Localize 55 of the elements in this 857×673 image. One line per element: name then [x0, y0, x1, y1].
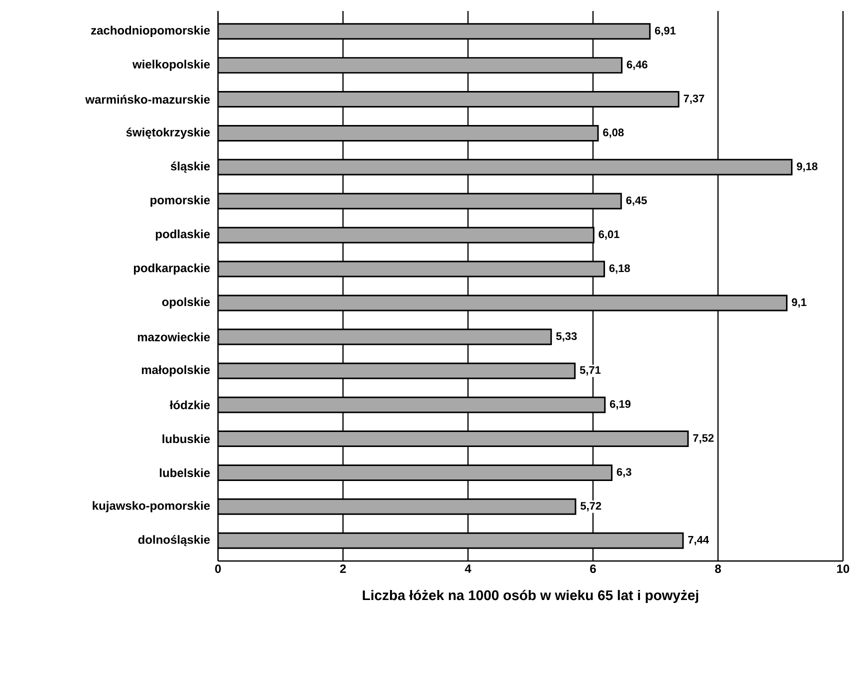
- data-label: 9,18: [796, 162, 818, 172]
- data-label: 6,08: [603, 128, 624, 138]
- x-tick-label: 6: [590, 564, 596, 573]
- y-tick-label: małopolskie: [142, 365, 210, 376]
- x-tick-label: 4: [464, 564, 472, 573]
- y-tick-label: mazowieckie: [138, 332, 210, 342]
- data-label: 6,45: [626, 196, 647, 206]
- data-label: 6,3: [616, 468, 632, 478]
- bar: [218, 396, 606, 414]
- x-tick-label: 10: [837, 564, 850, 573]
- bar: [218, 362, 576, 380]
- data-label: 6,18: [609, 264, 630, 274]
- bar: [218, 532, 684, 549]
- bar: [218, 23, 651, 40]
- bar: [218, 498, 576, 515]
- data-label: 9,1: [792, 298, 806, 308]
- y-tick-label: podkarpackie: [134, 263, 210, 275]
- y-tick-label: łódzkie: [170, 400, 210, 410]
- data-label: 7,44: [688, 536, 709, 546]
- data-label: 5,33: [556, 332, 577, 342]
- data-label: 6,01: [598, 230, 620, 240]
- data-label: 5,71: [580, 366, 601, 376]
- bar: [218, 158, 793, 176]
- x-tick-label: 2: [340, 564, 346, 573]
- y-tick-label: śląskie: [170, 162, 210, 173]
- y-tick-label: opolskie: [162, 297, 210, 309]
- x-tick-label: 0: [215, 564, 221, 573]
- x-axis-title: Liczba łóżek na 1000 osób w wieku 65 lat i powyżej: [362, 590, 698, 603]
- bar: [218, 57, 623, 74]
- bar: [218, 226, 594, 244]
- bar: [218, 430, 689, 448]
- data-label: 6,46: [626, 60, 648, 70]
- y-tick-label: kujawsko-pomorskie: [92, 501, 210, 512]
- data-label: 5,72: [580, 502, 602, 512]
- bar: [218, 260, 606, 278]
- bar: [218, 124, 599, 142]
- x-tick-label: 8: [715, 564, 721, 573]
- bar: [218, 192, 622, 210]
- y-tick-label: zachodniopomorskie: [91, 26, 210, 37]
- y-tick-label: podlaskie: [156, 230, 210, 241]
- data-label: 7,37: [684, 94, 704, 104]
- data-label: 7,52: [693, 434, 714, 444]
- bar: [218, 91, 680, 108]
- bar: [218, 294, 788, 312]
- data-label: 6,91: [654, 26, 676, 36]
- y-tick-label: dolnośląskie: [138, 535, 210, 546]
- bar: [218, 464, 613, 481]
- y-tick-label: lubuskie: [162, 434, 210, 444]
- y-tick-label: świętokrzyskie: [126, 128, 210, 139]
- y-tick-label: wielkopolskie: [132, 60, 210, 71]
- y-tick-label: warmińsko-mazurskie: [85, 94, 210, 104]
- y-tick-label: pomorskie: [150, 196, 210, 207]
- bar: [218, 328, 552, 346]
- data-label: 6,19: [610, 400, 630, 410]
- y-tick-label: lubelskie: [160, 468, 210, 478]
